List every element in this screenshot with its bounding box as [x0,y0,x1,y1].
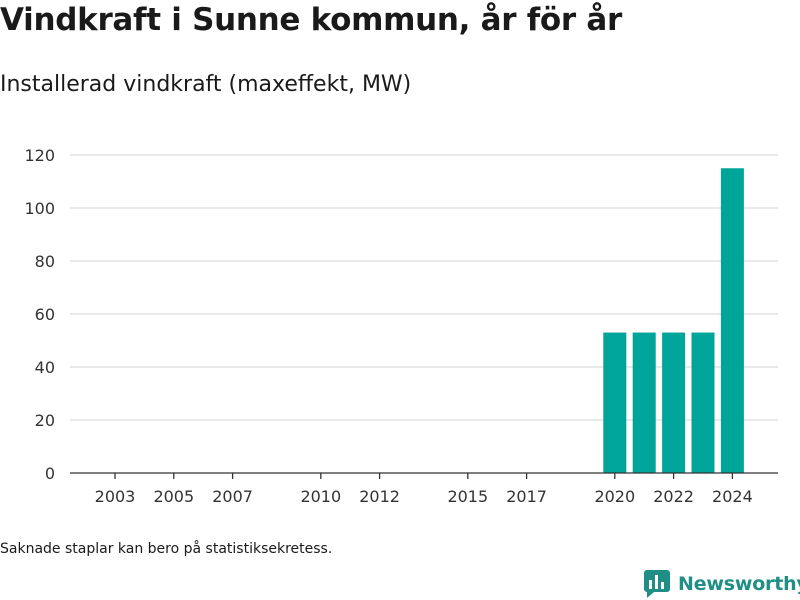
y-tick-label: 100 [24,199,55,218]
newsworthy-logo-icon [644,570,670,598]
y-tick-label: 120 [24,146,55,165]
brand-label: Newsworthy [678,573,800,595]
gridlines [70,154,778,421]
bar-series [603,168,744,473]
x-tick-label: 2022 [653,487,694,506]
y-tick-label: 40 [35,358,55,377]
x-tick-label: 2020 [594,487,635,506]
bar [632,332,656,473]
x-tick-label: 2007 [212,487,253,506]
chart-title: Vindkraft i Sunne kommun, år för år [0,2,622,38]
x-tick-label: 2010 [300,487,341,506]
y-tick-label: 60 [35,305,55,324]
x-tick-label: 2003 [95,487,136,506]
bar [720,168,744,473]
y-axis-ticks: 0 20 40 60 80 100 120 [24,146,55,483]
x-tick-label: 2005 [153,487,194,506]
bar [662,332,686,473]
y-tick-label: 80 [35,252,55,271]
bar [691,332,715,473]
x-tick-label: 2015 [447,487,488,506]
newsworthy-brand[interactable]: Newsworthy [644,570,800,598]
bar [603,332,627,473]
x-tick-label: 2024 [712,487,753,506]
chart-subtitle: Installerad vindkraft (maxeffekt, MW) [0,72,412,97]
y-tick-label: 20 [35,411,55,430]
y-tick-label: 0 [45,464,55,483]
x-axis-ticks: 2003 2005 2007 2010 2012 2015 2017 2020 2022 2024 [95,473,753,506]
footnote: Saknade staplar kan bero på statistiksek… [0,541,333,557]
bar-chart: 0 20 40 60 80 100 120 2003 2005 2007 2010 2012 2015… [24,146,778,506]
x-tick-label: 2012 [359,487,400,506]
x-tick-label: 2017 [506,487,547,506]
